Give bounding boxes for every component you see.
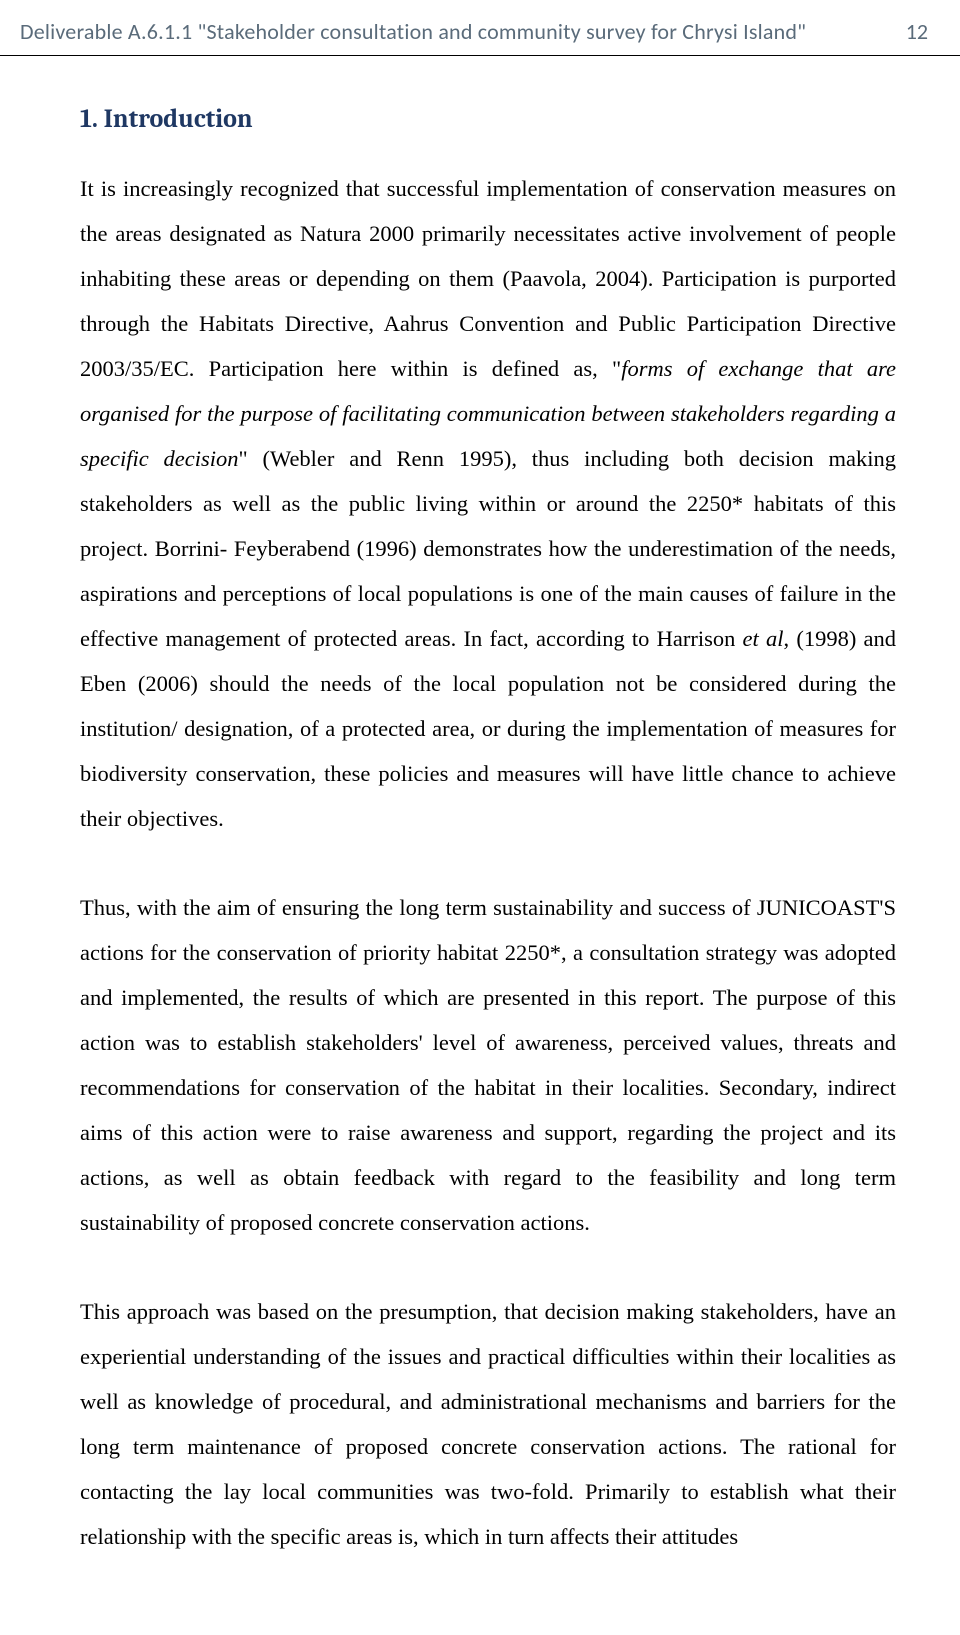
para1-italic-2: et al: [743, 626, 784, 651]
para1-part-a: It is increasingly recognized that succe…: [80, 176, 896, 381]
section-heading: 1. Introduction: [80, 104, 896, 134]
para1-part-c: , (1998) and Eben (2006) should the need…: [80, 626, 896, 831]
header-title: Deliverable A.6.1.1 "Stakeholder consult…: [20, 18, 806, 45]
document-content: 1. Introduction It is increasingly recog…: [0, 104, 960, 1559]
para1-part-b: " (Webler and Renn 1995), thus including…: [80, 446, 896, 651]
document-header: Deliverable A.6.1.1 "Stakeholder consult…: [0, 0, 960, 56]
paragraph-3: This approach was based on the presumpti…: [80, 1289, 896, 1559]
paragraph-2: Thus, with the aim of ensuring the long …: [80, 885, 896, 1245]
page-number: 12: [906, 18, 928, 45]
paragraph-1: It is increasingly recognized that succe…: [80, 166, 896, 841]
